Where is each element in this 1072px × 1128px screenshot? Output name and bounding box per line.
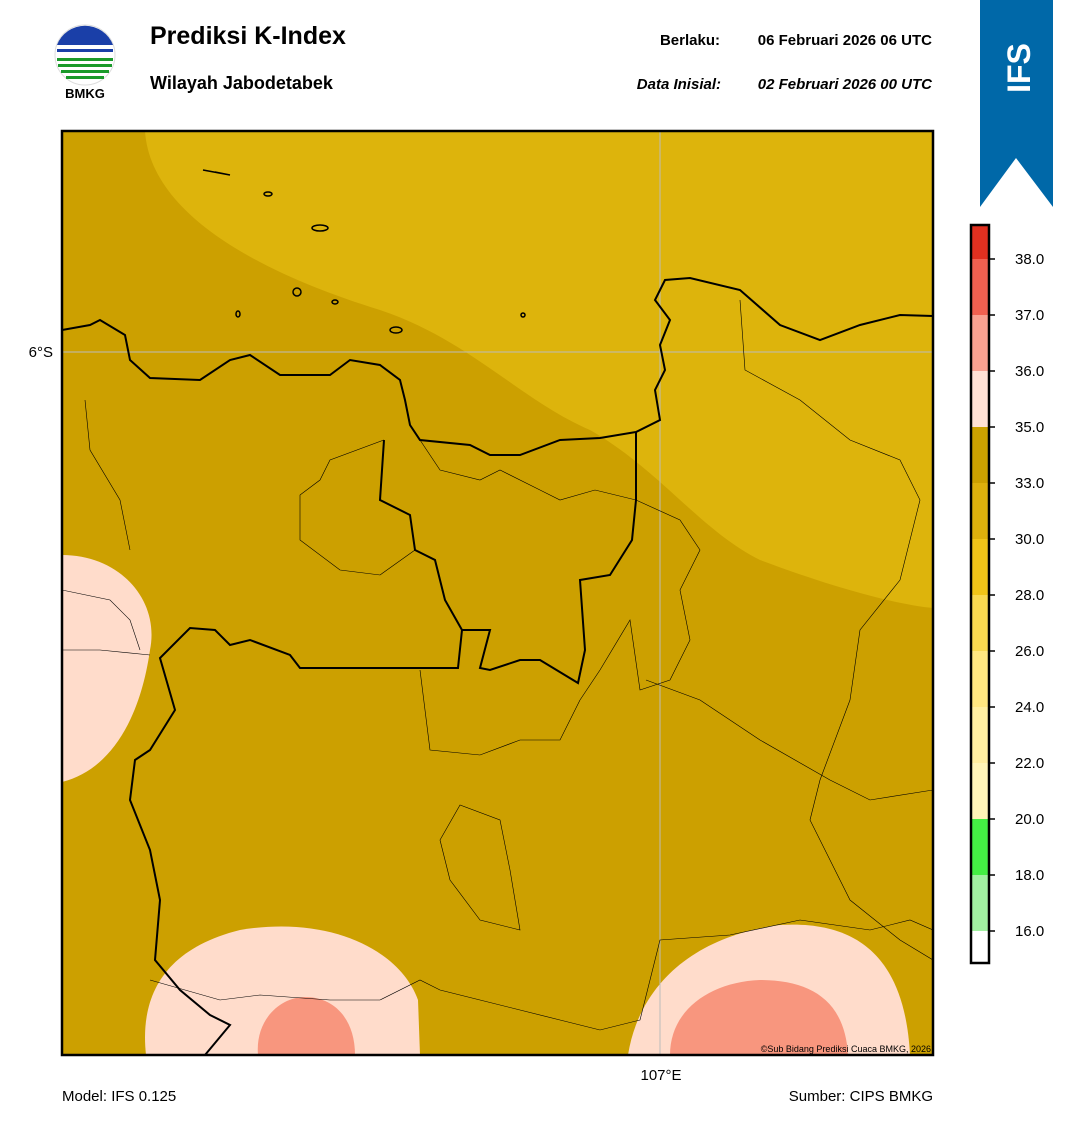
lat-label: 6°S — [29, 344, 53, 361]
colorbar-tick-label: 22.0 — [1015, 755, 1044, 772]
colorbar-tick-label: 30.0 — [1015, 531, 1044, 548]
init-label: Data Inisial: — [637, 76, 721, 93]
colorbar-segment — [971, 483, 989, 539]
colorbar-frame — [969, 223, 991, 965]
colorbar-segment — [971, 315, 989, 371]
colorbar-segment — [971, 875, 989, 931]
colorbar-segment — [971, 225, 989, 259]
colorbar-segment — [971, 931, 989, 963]
colorbar-tick-label: 18.0 — [1015, 867, 1044, 884]
model-label: Model: IFS 0.125 — [62, 1088, 176, 1105]
colorbar-tick-label: 38.0 — [1015, 251, 1044, 268]
valid-label: Berlaku: — [660, 32, 720, 49]
subtitle: Wilayah Jabodetabek — [150, 73, 334, 93]
source-label: Sumber: CIPS BMKG — [789, 1088, 933, 1105]
colorbar-tick-label: 20.0 — [1015, 811, 1044, 828]
colorbar-segment — [971, 259, 989, 315]
colorbar-tick-label: 24.0 — [1015, 699, 1044, 716]
colorbar-tick-label: 37.0 — [1015, 307, 1044, 324]
colorbar: 16.0 18.0 20.0 22.0 24.0 26.0 28.0 30.0 33.0 35.0… — [969, 223, 1044, 965]
colorbar-segment — [971, 651, 989, 707]
colorbar-tick-label: 36.0 — [1015, 363, 1044, 380]
colorbar-tick-label: 33.0 — [1015, 475, 1044, 492]
map-credit: ©Sub Bidang Prediksi Cuaca BMKG, 2026 — [761, 1044, 931, 1054]
map-frame — [60, 129, 935, 1057]
colorbar-segment — [971, 539, 989, 595]
badge-text: IFS — [1001, 43, 1037, 93]
colorbar-segment — [971, 427, 989, 483]
logo: BMKG — [54, 24, 116, 101]
colorbar-segment — [971, 371, 989, 427]
lon-label: 107°E — [640, 1067, 681, 1084]
title: Prediksi K-Index — [150, 22, 346, 50]
colorbar-segment — [971, 763, 989, 819]
badge — [980, 0, 1053, 207]
valid-time: 06 Februari 2026 06 UTC — [758, 32, 932, 49]
logo-text: BMKG — [65, 86, 105, 101]
colorbar-segment — [971, 707, 989, 763]
colorbar-segment — [971, 595, 989, 651]
init-time: 02 Februari 2026 00 UTC — [758, 76, 933, 93]
colorbar-tick-label: 16.0 — [1015, 923, 1044, 940]
colorbar-tick-label: 28.0 — [1015, 587, 1044, 604]
colorbar-tick-label: 26.0 — [1015, 643, 1044, 660]
map-area: ©Sub Bidang Prediksi Cuaca BMKG, 2026 — [62, 131, 933, 1055]
colorbar-tick-label: 35.0 — [1015, 419, 1044, 436]
colorbar-segment — [971, 819, 989, 875]
